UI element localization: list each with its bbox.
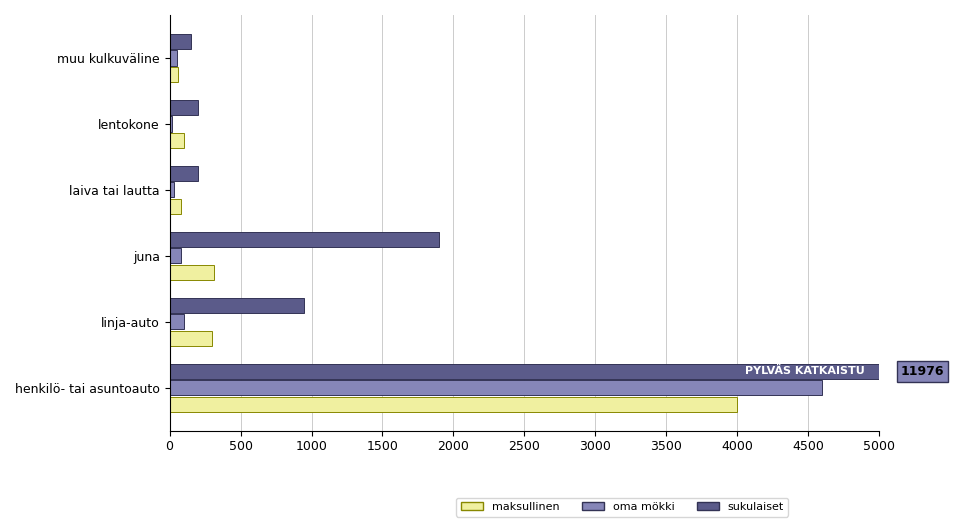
- Bar: [170, 232, 440, 247]
- Bar: [170, 396, 737, 412]
- Text: 11976: 11976: [900, 365, 944, 378]
- Bar: [170, 50, 177, 66]
- Legend: maksullinen, oma mökki, sukulaiset: maksullinen, oma mökki, sukulaiset: [456, 498, 788, 517]
- Bar: [170, 117, 173, 131]
- Bar: [170, 182, 174, 198]
- Bar: [170, 331, 212, 346]
- Text: PYLVÄS KATKAISTU: PYLVÄS KATKAISTU: [745, 366, 865, 376]
- Bar: [170, 298, 304, 313]
- Bar: [170, 265, 213, 280]
- Bar: [170, 364, 879, 379]
- Bar: [170, 380, 823, 395]
- Bar: [170, 248, 180, 263]
- Bar: [170, 166, 198, 181]
- Bar: [170, 133, 183, 148]
- Bar: [170, 67, 179, 82]
- Bar: [170, 199, 180, 214]
- Bar: [170, 34, 191, 49]
- Bar: [170, 314, 183, 330]
- Bar: [170, 100, 198, 115]
